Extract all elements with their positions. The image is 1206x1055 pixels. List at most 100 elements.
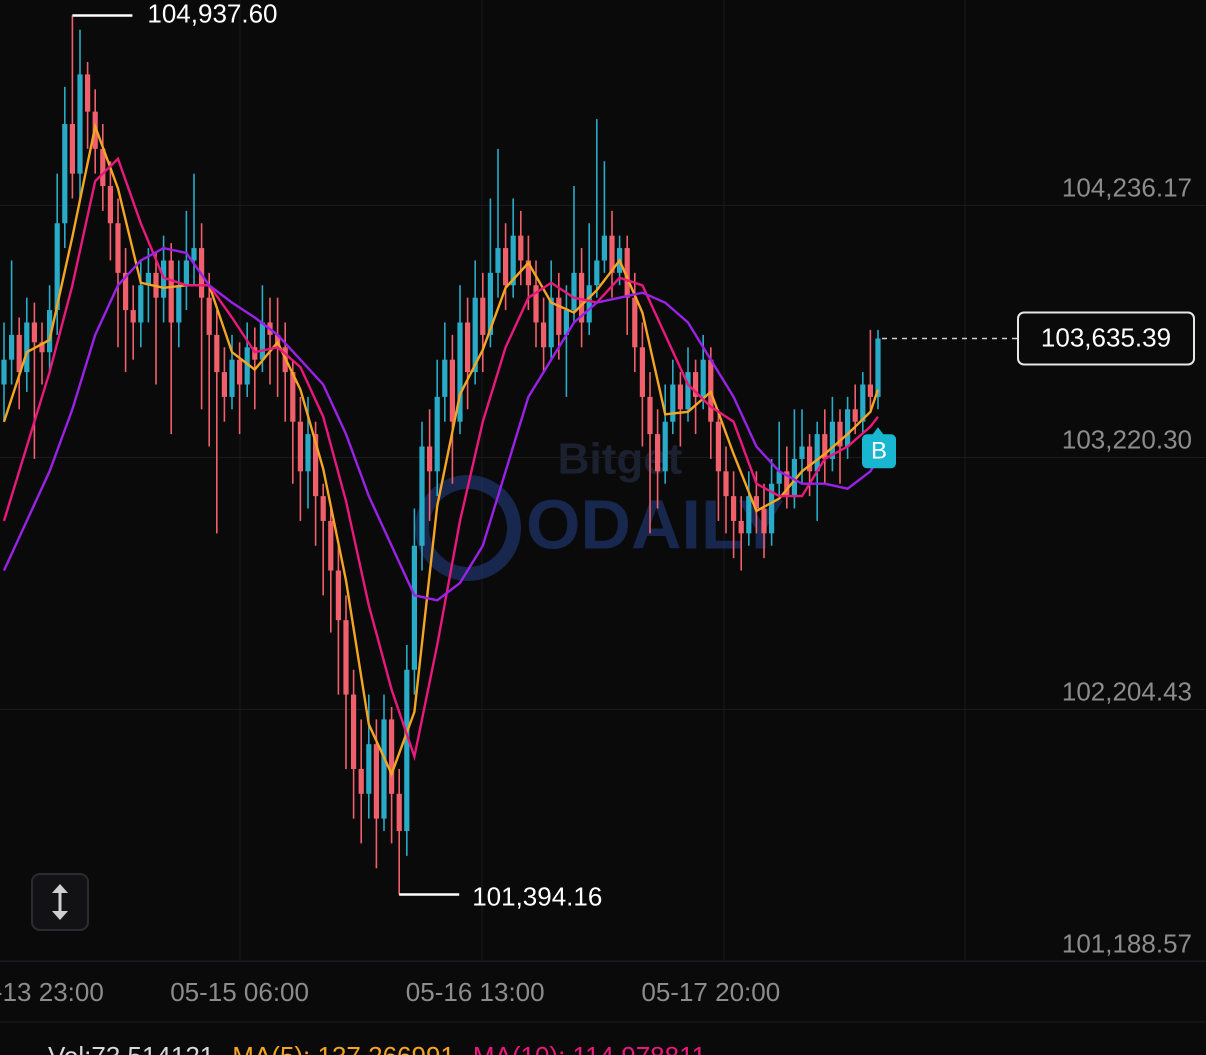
- candle-body: [229, 359, 235, 397]
- candle-body: [738, 520, 744, 534]
- candle-body: [472, 297, 478, 373]
- candle-body: [449, 359, 455, 422]
- expand-button[interactable]: [31, 873, 89, 931]
- candle-body: [480, 297, 486, 335]
- candle-body: [442, 359, 448, 397]
- candle-body: [396, 793, 402, 832]
- candle-body: [548, 297, 554, 348]
- y-tick-label: 101,188.57: [1062, 928, 1192, 958]
- candle-body: [753, 496, 759, 509]
- badge-pointer: [872, 427, 884, 436]
- candle-body: [123, 272, 129, 311]
- candle-body: [351, 694, 357, 769]
- candle-body: [320, 496, 326, 521]
- candle-body: [685, 372, 691, 410]
- candle-body: [723, 471, 729, 497]
- candle-body: [647, 396, 653, 435]
- x-tick-label: 05-16 13:00: [406, 977, 545, 1007]
- candle-body: [85, 74, 91, 112]
- candle-body: [731, 496, 737, 521]
- candle-body: [533, 285, 539, 323]
- candle-body: [343, 620, 349, 695]
- candle-body: [670, 384, 676, 422]
- candle-body: [24, 322, 30, 373]
- candle-body: [761, 508, 767, 534]
- x-tick-label: 05-17 20:00: [641, 977, 780, 1007]
- candle-body: [221, 372, 227, 397]
- candle-body: [335, 570, 341, 621]
- candle-body: [510, 235, 516, 286]
- candle-body: [860, 384, 866, 422]
- candle-body: [503, 248, 509, 286]
- candle-body: [259, 322, 265, 360]
- candle-body: [571, 272, 577, 311]
- candle-body: [161, 260, 167, 298]
- candle-body: [822, 434, 828, 459]
- candle-body: [829, 421, 835, 459]
- candle-body: [206, 297, 212, 335]
- y-tick-label: 103,220.30: [1062, 424, 1192, 454]
- candle-body: [389, 719, 395, 794]
- candle-body: [556, 297, 562, 335]
- candle-body: [807, 446, 813, 472]
- candle-body: [715, 421, 721, 472]
- candle-body: [183, 260, 189, 286]
- candle-body: [784, 471, 790, 497]
- candle-body: [244, 347, 250, 385]
- candle-body: [107, 186, 113, 224]
- candle-body: [358, 768, 364, 794]
- candle-body: [9, 334, 15, 360]
- candle-body: [54, 223, 60, 311]
- candle-body: [47, 310, 53, 353]
- candle-body: [624, 248, 630, 298]
- candle-body: [31, 322, 37, 343]
- candle-body: [419, 446, 425, 546]
- candle-body: [594, 260, 600, 286]
- candle-body: [525, 260, 531, 286]
- candle-body: [875, 338, 881, 397]
- ma-line: [2, 122, 880, 778]
- candle-body: [297, 421, 303, 472]
- candle-body: [677, 384, 683, 410]
- ma-line: [2, 156, 879, 762]
- candle-body: [145, 272, 151, 286]
- candle-body: [328, 520, 334, 571]
- candle-body: [769, 483, 775, 534]
- candle-body: [799, 446, 805, 459]
- candle-body: [39, 342, 45, 353]
- candle-body: [693, 372, 699, 397]
- candle-body: [852, 409, 858, 422]
- candle-body: [655, 434, 661, 472]
- candle-body: [290, 372, 296, 422]
- badge-label: B: [871, 438, 887, 465]
- candle-body: [632, 297, 638, 348]
- candle-body: [404, 669, 410, 832]
- candle-body: [138, 285, 144, 323]
- candle-body: [381, 719, 387, 819]
- x-tick-label: 05-13 23:00: [0, 977, 104, 1007]
- candle-body: [366, 744, 372, 794]
- last-price-label: 103,635.39: [1041, 322, 1171, 352]
- badge-box: [862, 434, 896, 469]
- candle-body: [609, 235, 615, 273]
- candle-body: [214, 334, 220, 373]
- last-price-box: [1017, 311, 1195, 366]
- candle-body: [434, 396, 440, 472]
- candle-body: [1, 359, 7, 385]
- candle-body: [176, 285, 182, 323]
- candle-body: [115, 223, 121, 273]
- candle-body: [69, 124, 75, 174]
- x-tick-label: 05-15 06:00: [170, 977, 309, 1007]
- max-label: 104,937.60: [147, 0, 277, 28]
- expand-icon: [52, 884, 68, 920]
- candle-body: [867, 384, 873, 397]
- candle-body: [700, 359, 706, 397]
- candle-body: [191, 248, 197, 261]
- candle-body: [791, 458, 797, 497]
- candle-body: [168, 260, 174, 323]
- y-tick-label: 104,236.17: [1062, 172, 1192, 202]
- candle-body: [518, 235, 524, 261]
